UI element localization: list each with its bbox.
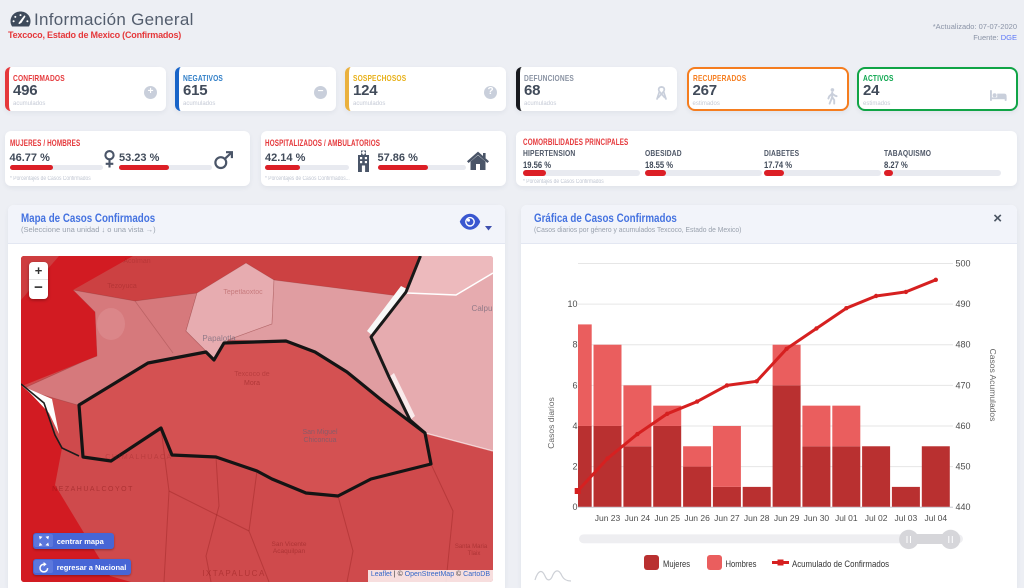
svg-text:San Miguel: San Miguel bbox=[302, 429, 337, 436]
svg-text:Chiconcua: Chiconcua bbox=[303, 437, 336, 444]
svg-text:Mujeres: Mujeres bbox=[663, 559, 690, 570]
svg-text:Jun 26: Jun 26 bbox=[684, 513, 710, 523]
svg-text:IXTAPALUCA: IXTAPALUCA bbox=[202, 569, 266, 578]
svg-text:CHIMALHUACA: CHIMALHUACA bbox=[105, 454, 172, 461]
svg-text:Casos diarios: Casos diarios bbox=[546, 397, 556, 449]
svg-text:450: 450 bbox=[956, 462, 971, 472]
svg-text:Jun 28: Jun 28 bbox=[744, 513, 770, 523]
svg-text:8: 8 bbox=[572, 340, 577, 350]
svg-text:Hombres: Hombres bbox=[726, 559, 757, 570]
svg-text:Acaquilpan: Acaquilpan bbox=[273, 548, 306, 555]
svg-text:Mora: Mora bbox=[244, 380, 260, 387]
svg-text:490: 490 bbox=[956, 299, 971, 309]
svg-text:Jul 02: Jul 02 bbox=[865, 513, 888, 523]
svg-text:Jun 27: Jun 27 bbox=[714, 513, 740, 523]
svg-text:480: 480 bbox=[956, 340, 971, 350]
svg-text:Jul 01: Jul 01 bbox=[835, 513, 858, 523]
svg-text:Calpu: Calpu bbox=[472, 304, 493, 313]
svg-text:Tepetlaoxtoc: Tepetlaoxtoc bbox=[223, 289, 263, 296]
svg-text:Jun 29: Jun 29 bbox=[774, 513, 800, 523]
svg-text:Tezoyuca: Tezoyuca bbox=[107, 283, 137, 290]
svg-text:Jul 04: Jul 04 bbox=[924, 513, 947, 523]
svg-text:Jun 30: Jun 30 bbox=[804, 513, 830, 523]
svg-text:Acolman: Acolman bbox=[123, 258, 150, 265]
svg-text:Texcoco de: Texcoco de bbox=[234, 371, 270, 378]
svg-text:Jul 03: Jul 03 bbox=[895, 513, 918, 523]
svg-text:San Vicente: San Vicente bbox=[272, 541, 307, 548]
svg-text:Papalotla: Papalotla bbox=[202, 334, 236, 343]
svg-text:Santa Maria: Santa Maria bbox=[455, 544, 488, 550]
svg-text:500: 500 bbox=[956, 259, 971, 269]
svg-text:Jun 25: Jun 25 bbox=[654, 513, 680, 523]
svg-text:Casos Acumulados: Casos Acumulados bbox=[988, 349, 998, 422]
svg-text:4: 4 bbox=[572, 421, 577, 431]
svg-text:Tlaix: Tlaix bbox=[468, 551, 481, 557]
svg-text:460: 460 bbox=[956, 421, 971, 431]
svg-text:Acumulado de Confirmados: Acumulado de Confirmados bbox=[792, 559, 889, 570]
svg-text:NEZAHUALCOYOT: NEZAHUALCOYOT bbox=[52, 486, 134, 493]
svg-text:10: 10 bbox=[567, 299, 577, 309]
svg-text:Jun 23: Jun 23 bbox=[595, 513, 621, 523]
svg-text:6: 6 bbox=[572, 380, 577, 390]
svg-text:440: 440 bbox=[956, 502, 971, 512]
svg-text:0: 0 bbox=[572, 502, 577, 512]
svg-text:2: 2 bbox=[572, 462, 577, 472]
svg-text:470: 470 bbox=[956, 380, 971, 390]
svg-text:Jun 24: Jun 24 bbox=[625, 513, 651, 523]
